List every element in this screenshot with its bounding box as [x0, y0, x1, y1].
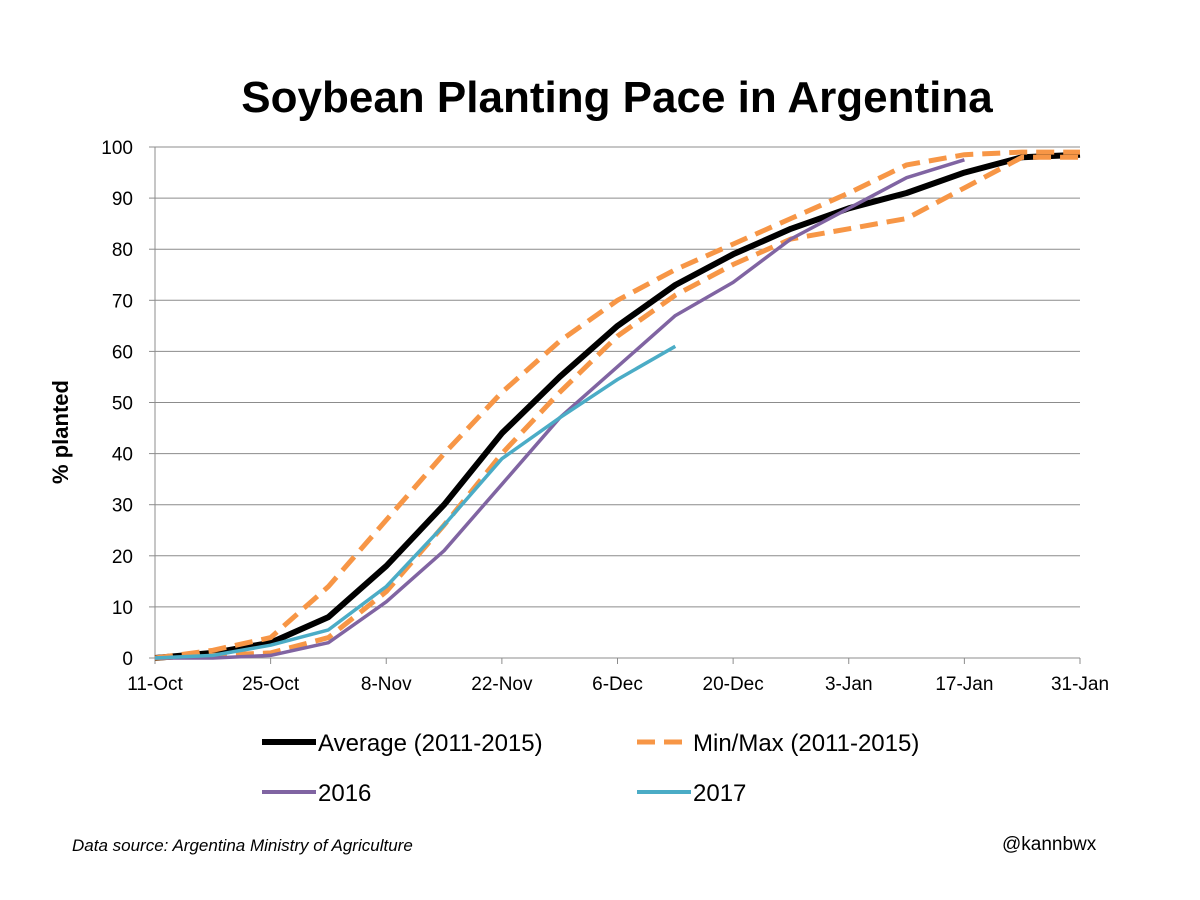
y-tick-label: 70	[112, 291, 133, 312]
axes: 0 10 20 30 40 50 60 70 80 90 100 11-Oct 25-Oct 8-Nov 2…	[101, 138, 1109, 695]
y-tick-label: 60	[112, 342, 133, 363]
x-tick-label: 31-Jan	[1051, 674, 1109, 695]
x-tick-label: 22-Nov	[471, 674, 533, 695]
series-line-average-2011-2015	[154, 151, 1081, 661]
x-tick-label: 6-Dec	[592, 674, 643, 695]
series-line-2017	[154, 344, 677, 660]
x-tick-label: 11-Oct	[127, 674, 183, 695]
y-tick-label: 90	[112, 189, 133, 210]
y-tick-label: 40	[112, 445, 133, 466]
legend-label: 2017	[693, 780, 746, 807]
x-tick-label: 25-Oct	[242, 674, 300, 695]
y-tick-label: 50	[112, 394, 133, 415]
y-tick-label: 30	[112, 496, 133, 517]
x-tick-label: 8-Nov	[361, 674, 412, 695]
legend-label: Min/Max (2011-2015)	[693, 730, 919, 757]
series-line-min-max-lower	[154, 154, 1080, 661]
y-tick-label: 100	[101, 138, 133, 159]
y-tick-label: 10	[112, 598, 133, 619]
y-tick-label: 80	[112, 240, 133, 261]
legend-label: Average (2011-2015)	[318, 730, 543, 757]
series-line-2016	[155, 158, 965, 660]
x-tick-label: 20-Dec	[703, 674, 764, 695]
data-source-note: Data source: Argentina Ministry of Agric…	[72, 836, 413, 855]
author-credit: @kannbwx	[1002, 834, 1097, 855]
series-line-min-max-2011-2015	[154, 149, 1080, 661]
grid	[155, 146, 1080, 608]
series	[154, 149, 1081, 661]
chart-title: Soybean Planting Pace in Argentina	[241, 73, 993, 122]
y-tick-label: 0	[122, 649, 133, 670]
x-tick-label: 17-Jan	[935, 674, 993, 695]
y-axis-label: % planted	[48, 380, 73, 484]
legend-label: 2016	[318, 780, 371, 807]
x-tick-label: 3-Jan	[825, 674, 873, 695]
legend: Average (2011-2015) Min/Max (2011-2015) 20…	[262, 730, 919, 807]
y-tick-label: 20	[112, 547, 133, 568]
